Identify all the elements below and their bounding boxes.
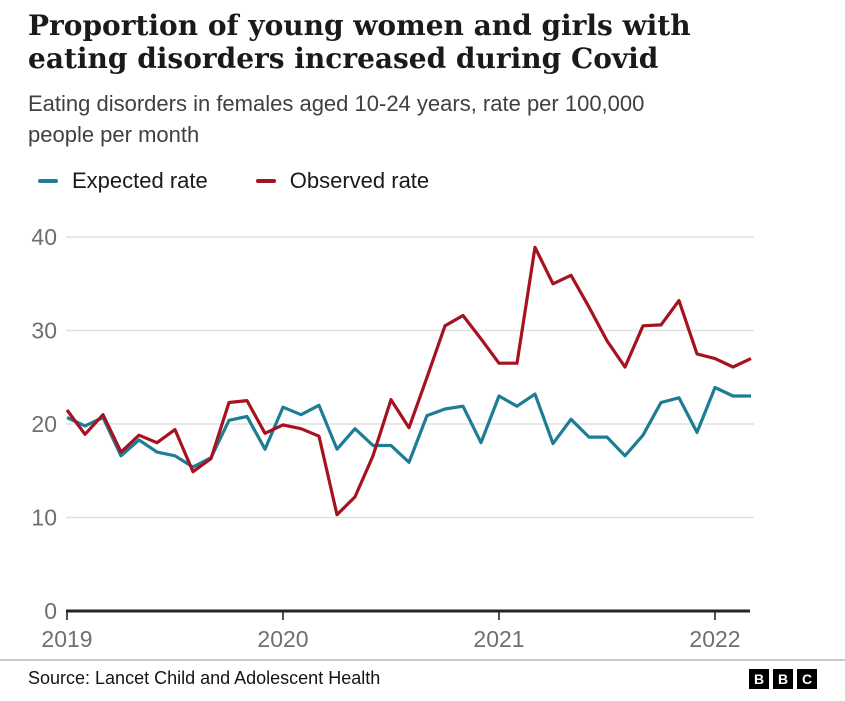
footer: Source: Lancet Child and Adolescent Heal… xyxy=(0,659,845,689)
legend-item-expected: Expected rate xyxy=(38,168,208,194)
bbc-logo-letter-icon: B xyxy=(773,668,793,689)
bbc-logo-letter-icon: C xyxy=(797,668,817,689)
line-chart: 0 10 20 30 40 2019 2020 2021 2022 xyxy=(31,224,754,652)
legend-item-observed: Observed rate xyxy=(255,168,430,194)
chart-subtitle: Eating disorders in females aged 10-24 y… xyxy=(28,90,645,148)
chart-header: Proportion of young women and girls with… xyxy=(0,0,845,195)
observed-rate-swatch-icon xyxy=(255,179,276,184)
x-axis-label: 2020 xyxy=(257,626,308,652)
legend: Expected rate Observed rate xyxy=(38,167,817,195)
bbc-logo-letter-icon: B xyxy=(749,668,769,689)
y-axis-label: 10 xyxy=(31,505,57,531)
x-axis-label: 2021 xyxy=(473,626,524,652)
y-axis-label: 40 xyxy=(31,224,57,250)
y-axis-label: 30 xyxy=(31,318,57,344)
y-axis-label: 0 xyxy=(44,598,57,624)
legend-label-observed: Observed rate xyxy=(289,168,430,194)
line-observed-rate xyxy=(65,245,752,517)
y-axis-label: 20 xyxy=(31,411,57,437)
x-axis-label: 2019 xyxy=(41,626,92,652)
chart-title: Proportion of young women and girls with… xyxy=(28,9,691,75)
line-expected-rate xyxy=(66,386,751,469)
legend-label-expected: Expected rate xyxy=(72,168,208,194)
x-axis-label: 2022 xyxy=(689,626,740,652)
source-credit: Source: Lancet Child and Adolescent Heal… xyxy=(28,668,381,689)
bbc-logo: B B C xyxy=(749,668,817,689)
expected-rate-swatch-icon xyxy=(38,179,58,184)
